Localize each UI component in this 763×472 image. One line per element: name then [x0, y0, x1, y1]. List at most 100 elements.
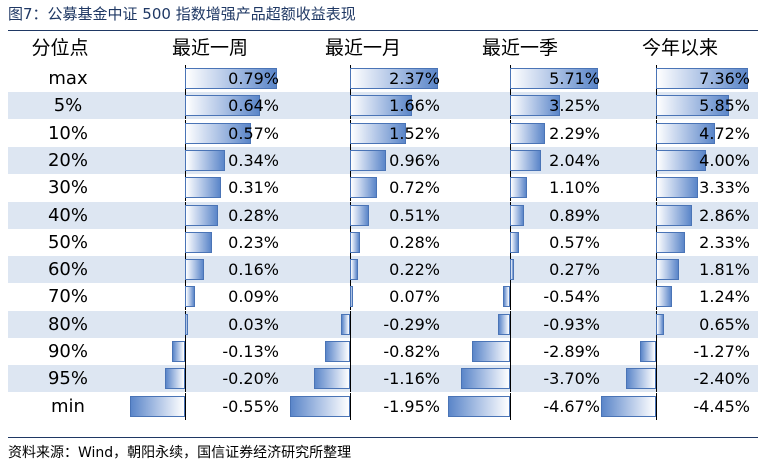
table-row: 40% 0.28% 0.51% 0.89% 2.86%: [8, 201, 758, 229]
data-bar: [341, 313, 350, 335]
cell-value: 2.04%: [549, 150, 600, 170]
data-bar: [510, 177, 527, 199]
data-bar: [172, 341, 185, 362]
data-bar: [350, 122, 407, 144]
cell-value: 0.89%: [549, 205, 600, 225]
data-bar: [185, 313, 189, 335]
zero-axis-line: [350, 338, 351, 365]
cell-value: 7.36%: [699, 69, 750, 88]
cell-value: 2.33%: [699, 232, 750, 252]
data-bar: [601, 395, 656, 417]
zero-axis-line: [510, 283, 511, 311]
zero-axis-line: [185, 365, 186, 393]
cell-value: 1.66%: [389, 96, 440, 116]
table-row: min -0.55% -1.95% -4.67% -4.45%: [8, 392, 758, 420]
data-bar: [350, 95, 412, 117]
cell-value: 1.52%: [389, 123, 440, 143]
quantile-label: 10%: [47, 122, 88, 144]
quantile-label: 40%: [47, 204, 88, 226]
data-bar: [656, 259, 679, 281]
data-bar: [324, 341, 350, 362]
table-row: 60% 0.16% 0.22% 0.27% 1.81%: [8, 256, 758, 284]
data-bar: [460, 368, 510, 390]
data-bar: [656, 313, 665, 335]
table-row: 30% 0.31% 0.72% 1.10% 3.33%: [8, 174, 758, 202]
data-bar: [350, 231, 361, 253]
quantile-label: 30%: [47, 177, 88, 199]
data-bar: [185, 95, 260, 117]
data-bar: [185, 286, 196, 308]
data-bar: [350, 204, 369, 226]
data-bar: [656, 177, 698, 199]
header-period: 最近一季: [481, 37, 558, 59]
table-row: 5% 0.64% 1.66% 3.25% 5.85%: [8, 92, 758, 120]
data-bar: [314, 368, 350, 390]
header-period: 最近一月: [324, 37, 401, 59]
data-bar: [448, 395, 510, 417]
cell-value: 0.09%: [228, 287, 279, 307]
cell-value: 0.57%: [228, 123, 279, 143]
data-bar: [185, 68, 277, 89]
zero-axis-line: [510, 310, 511, 338]
table-row: 50% 0.23% 0.28% 0.57% 2.33%: [8, 228, 758, 256]
data-bar: [185, 122, 252, 144]
cell-value: -0.93%: [543, 314, 600, 334]
quantile-label: min: [51, 395, 85, 417]
cell-value: -1.95%: [383, 396, 440, 416]
zero-axis-line: [510, 338, 511, 365]
data-bar: [510, 259, 515, 281]
data-bar: [510, 231, 519, 253]
cell-value: 4.72%: [699, 123, 750, 143]
cell-value: -1.27%: [693, 342, 750, 361]
table-header-row: 分位点 最近一周 最近一月 最近一季 今年以来: [8, 33, 758, 63]
cell-value: 0.16%: [228, 260, 279, 280]
data-bar: [350, 68, 438, 89]
figure-title: 图7：公募基金中证 500 指数增强产品超额收益表现: [8, 5, 356, 23]
cell-value: 0.57%: [549, 232, 600, 252]
data-bar: [185, 231, 212, 253]
cell-value: 0.79%: [228, 69, 279, 88]
header-period: 最近一周: [171, 37, 248, 59]
quantile-label: max: [48, 68, 88, 89]
quantile-label: 95%: [47, 368, 88, 390]
cell-value: -0.13%: [222, 342, 279, 361]
data-bar: [290, 395, 350, 417]
cell-value: 4.00%: [699, 150, 750, 170]
zero-axis-line: [350, 365, 351, 393]
data-bar: [185, 204, 218, 226]
cell-value: 1.81%: [699, 260, 750, 280]
cell-value: 0.51%: [389, 205, 440, 225]
zero-axis-line: [350, 310, 351, 338]
table-row: 70% 0.09% 0.07% -0.54% 1.24%: [8, 283, 758, 311]
cell-value: 0.72%: [389, 178, 440, 198]
table-row: 90% -0.13% -0.82% -2.89% -1.27%: [8, 338, 758, 365]
cell-value: -2.89%: [543, 342, 600, 361]
data-bar: [185, 259, 204, 281]
data-bar: [185, 177, 222, 199]
header-quantile: 分位点: [31, 37, 89, 59]
cell-value: 3.25%: [549, 96, 600, 116]
cell-value: 5.71%: [549, 69, 600, 88]
cell-value: -3.70%: [543, 369, 600, 389]
data-bar: [165, 368, 185, 390]
cell-value: -0.55%: [222, 396, 279, 416]
data-bar: [185, 149, 225, 171]
data-bar: [656, 122, 715, 144]
cell-value: 1.24%: [699, 287, 750, 307]
data-bar: [350, 149, 386, 171]
zero-axis-line: [185, 392, 186, 420]
cell-value: -0.29%: [383, 314, 440, 334]
table-row: 20% 0.34% 0.96% 2.04% 4.00%: [8, 146, 758, 174]
data-bar: [656, 68, 748, 89]
quantile-label: 70%: [47, 286, 88, 308]
header-period: 今年以来: [641, 37, 718, 59]
cell-value: 2.86%: [699, 205, 750, 225]
cell-value: -2.40%: [693, 369, 750, 389]
data-bar: [471, 341, 510, 362]
cell-value: 2.29%: [549, 123, 600, 143]
data-bar: [510, 95, 561, 117]
zero-axis-line: [510, 392, 511, 420]
cell-value: -1.16%: [383, 369, 440, 389]
cell-value: -4.67%: [543, 396, 600, 416]
zero-axis-line: [185, 338, 186, 365]
